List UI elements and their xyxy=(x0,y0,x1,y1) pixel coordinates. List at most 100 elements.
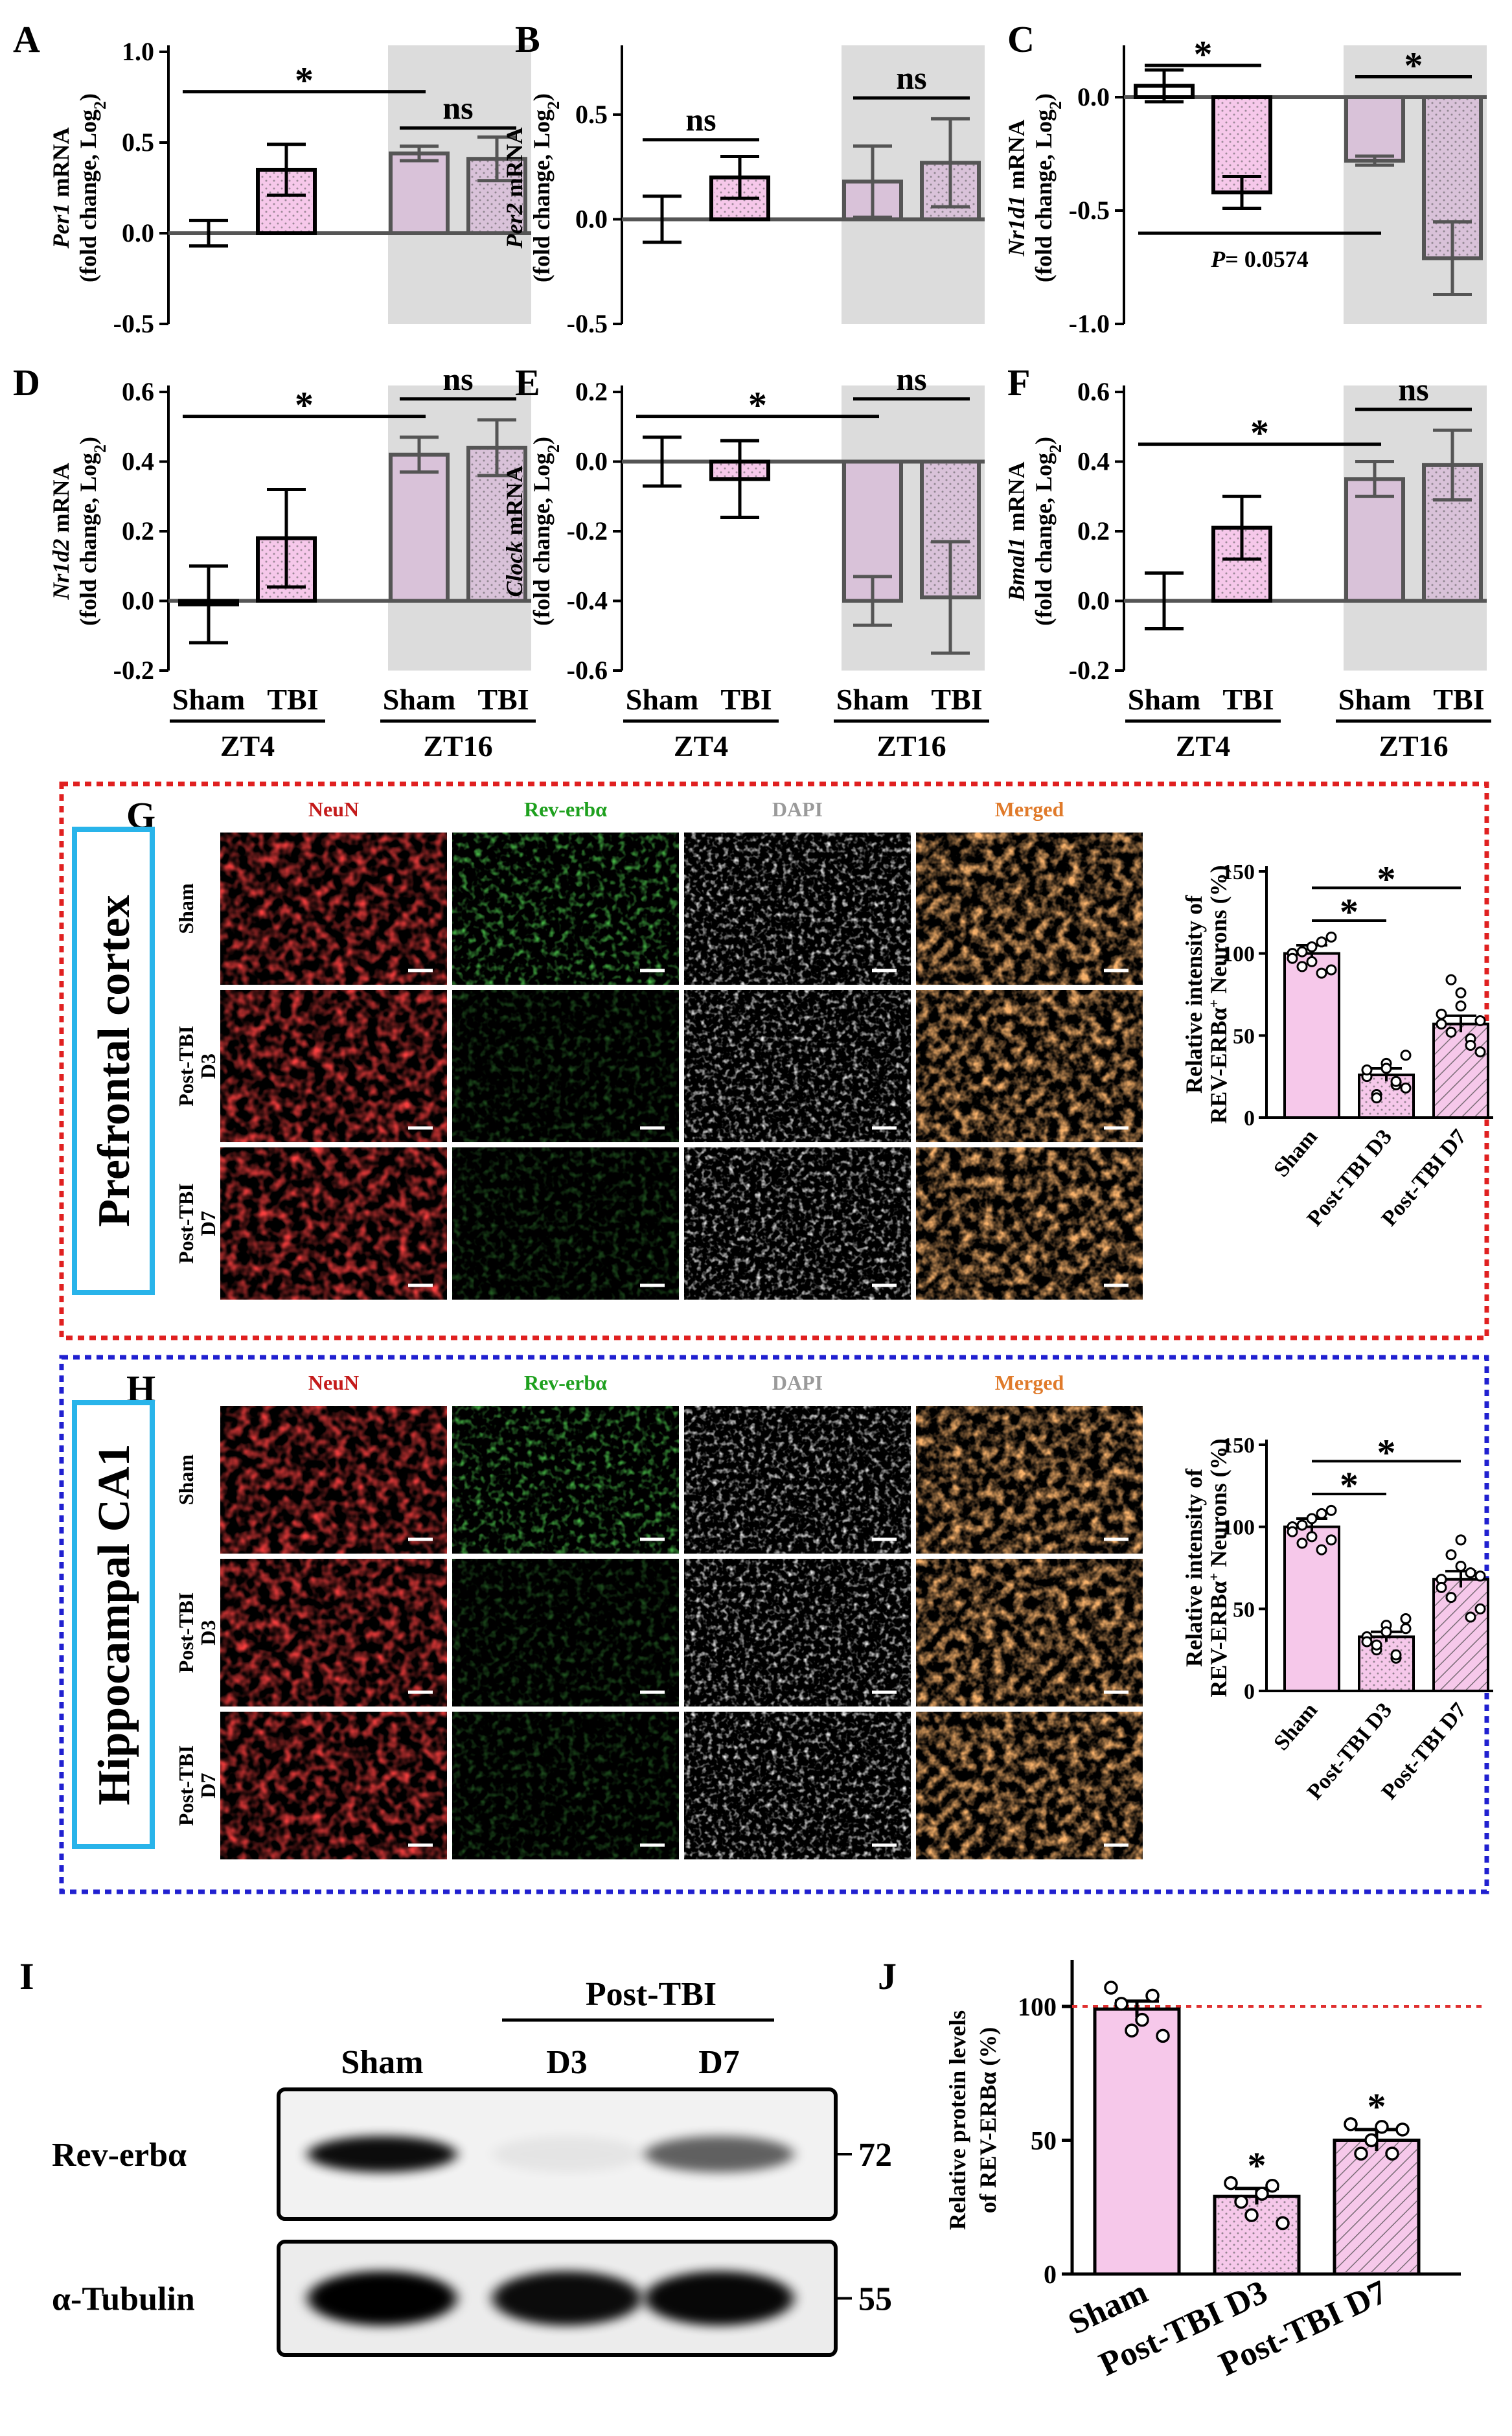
micrograph-signal xyxy=(220,1559,447,1706)
y-tick-label: -0.2 xyxy=(567,516,608,546)
y-tick-label: 0.6 xyxy=(122,377,154,406)
quant-data-point xyxy=(1371,1092,1382,1104)
quant-data-point xyxy=(1436,1008,1447,1020)
y-tick-label: 1.0 xyxy=(122,37,154,66)
j-data-point xyxy=(1145,1988,1160,2003)
ns-label: ns xyxy=(896,361,926,397)
gene-name: Nr1d1 xyxy=(1003,195,1029,257)
p-symbol: P xyxy=(1210,246,1226,272)
micrograph-signal xyxy=(916,1147,1143,1300)
stain-label-2: DAPI xyxy=(772,798,823,821)
panel-letter-B: B xyxy=(515,18,540,60)
ns-label: ns xyxy=(442,90,473,126)
group-label-sham-zt4: Sham xyxy=(172,683,245,716)
panel-letter-D: D xyxy=(13,362,40,404)
units-subscript: 2 xyxy=(91,101,109,109)
micrograph-signal xyxy=(684,1712,911,1859)
y-tick-label: -0.5 xyxy=(113,309,154,338)
quant-y-tick-label: 50 xyxy=(1233,1598,1255,1622)
group-label-tbi-zt16: TBI xyxy=(1433,683,1484,716)
blot-band xyxy=(645,2136,794,2172)
micrograph-signal xyxy=(452,1712,679,1859)
gene-name: Bmal1 xyxy=(1003,537,1029,601)
row-label-line1: Sham xyxy=(174,883,198,934)
quant-x-label-0: Sham xyxy=(1269,1125,1322,1181)
j-data-point xyxy=(1265,2178,1279,2193)
dashed-border xyxy=(59,781,1489,1340)
group-label-sham-zt16: Sham xyxy=(1338,683,1411,716)
region-label-box xyxy=(72,827,155,1295)
quant-data-point xyxy=(1474,1046,1486,1058)
gene-name: Clock xyxy=(501,541,527,597)
quant-data-point xyxy=(1474,1015,1486,1027)
significance-star: * xyxy=(748,384,767,426)
j-data-point xyxy=(1364,2133,1379,2148)
gene-suffix: mRNA xyxy=(501,466,527,542)
p-value-label: P= 0.0574 xyxy=(1210,246,1309,272)
y-tick-label: 0.0 xyxy=(1077,82,1110,111)
quant-data-point xyxy=(1465,1567,1476,1579)
y-tick-label: 0.0 xyxy=(122,586,154,615)
y-axis-label-units: (fold change, Log2) xyxy=(1031,93,1065,282)
lane-label-0: Sham xyxy=(341,2044,423,2081)
quant-data-point xyxy=(1474,1603,1486,1614)
quant-data-point xyxy=(1287,1526,1298,1537)
micrograph-signal xyxy=(916,833,1143,985)
j-data-point xyxy=(1375,2120,1389,2134)
quant-data-point xyxy=(1465,1611,1476,1623)
p-value: = 0.0574 xyxy=(1225,246,1309,272)
quant-y-label-line2: REV-ERBα+ Neurons (%) xyxy=(1206,865,1232,1123)
label-tail: Neurons (%) xyxy=(1206,1438,1231,1572)
j-data-point xyxy=(1385,2146,1399,2161)
j-significance-star: * xyxy=(1368,2086,1386,2128)
panel-letter-E: E xyxy=(515,362,540,404)
group-label-sham-zt16: Sham xyxy=(836,683,909,716)
row-label-line2: D7 xyxy=(196,1773,220,1798)
micrograph-signal xyxy=(220,990,447,1142)
y-tick-label: 0.2 xyxy=(122,516,154,546)
micrograph-signal xyxy=(452,833,679,985)
quant-data-point xyxy=(1474,1570,1486,1582)
gene-suffix: mRNA xyxy=(501,128,527,203)
row-label-line2: D3 xyxy=(196,1053,220,1079)
quant-y-label-line2: REV-ERBα+ Neurons (%) xyxy=(1206,1438,1232,1697)
micrograph-signal xyxy=(452,1147,679,1300)
micrograph-signal xyxy=(452,990,679,1142)
units-text: (fold change, Log xyxy=(1031,109,1057,282)
quant-data-point xyxy=(1436,1581,1447,1593)
western-blot-panel-I: I Post-TBI Sham D3 D7 Rev-erbα 72 α-Tubulin 55 xyxy=(19,1955,892,2357)
row-label-line1: Sham xyxy=(174,1454,198,1506)
quant-y-label-line1: Relative intensity of xyxy=(1181,1468,1207,1667)
units-close: ) xyxy=(529,93,555,101)
quant-significance-star: * xyxy=(1340,1464,1358,1506)
panel-letter-F: F xyxy=(1007,362,1030,404)
blot-label-1: α-Tubulin xyxy=(52,2281,195,2318)
quant-data-point xyxy=(1400,1050,1412,1061)
y-axis-label-units: (fold change, Log2) xyxy=(75,437,109,626)
chart-panel-E: E -0.6 -0.4 -0.2 0.0 0.2 Clock mRNA (fold chang… xyxy=(501,361,989,763)
y-tick-label: 0.6 xyxy=(1077,377,1110,406)
y-tick-label: 0.5 xyxy=(575,100,608,129)
group-label-sham-zt16: Sham xyxy=(383,683,455,716)
quant-bar-0 xyxy=(1283,952,1340,1119)
quant-y-tick-label: 150 xyxy=(1222,1434,1255,1458)
quant-data-point xyxy=(1465,1040,1476,1051)
quant-data-point xyxy=(1296,1537,1308,1549)
quant-data-point xyxy=(1325,964,1337,976)
quant-bar-hatch xyxy=(1435,1580,1487,1690)
quant-data-point xyxy=(1306,956,1318,967)
y-axis-label-units: (fold change, Log2) xyxy=(529,437,563,626)
quant-data-point xyxy=(1445,974,1457,985)
quant-data-point xyxy=(1445,1592,1457,1603)
units-text: (fold change, Log xyxy=(1031,453,1057,626)
quant-data-point xyxy=(1287,952,1298,964)
ns-label: ns xyxy=(685,102,716,138)
row-label-line2: D3 xyxy=(196,1620,220,1645)
micrograph-signal xyxy=(684,833,911,985)
chart-panel-J: J 0 50 100 Relative protein levels of REV-ERB… xyxy=(878,1955,1487,2384)
quant-data-point xyxy=(1445,1549,1457,1561)
j-y-label-line1: Relative protein levels xyxy=(945,2010,970,2230)
